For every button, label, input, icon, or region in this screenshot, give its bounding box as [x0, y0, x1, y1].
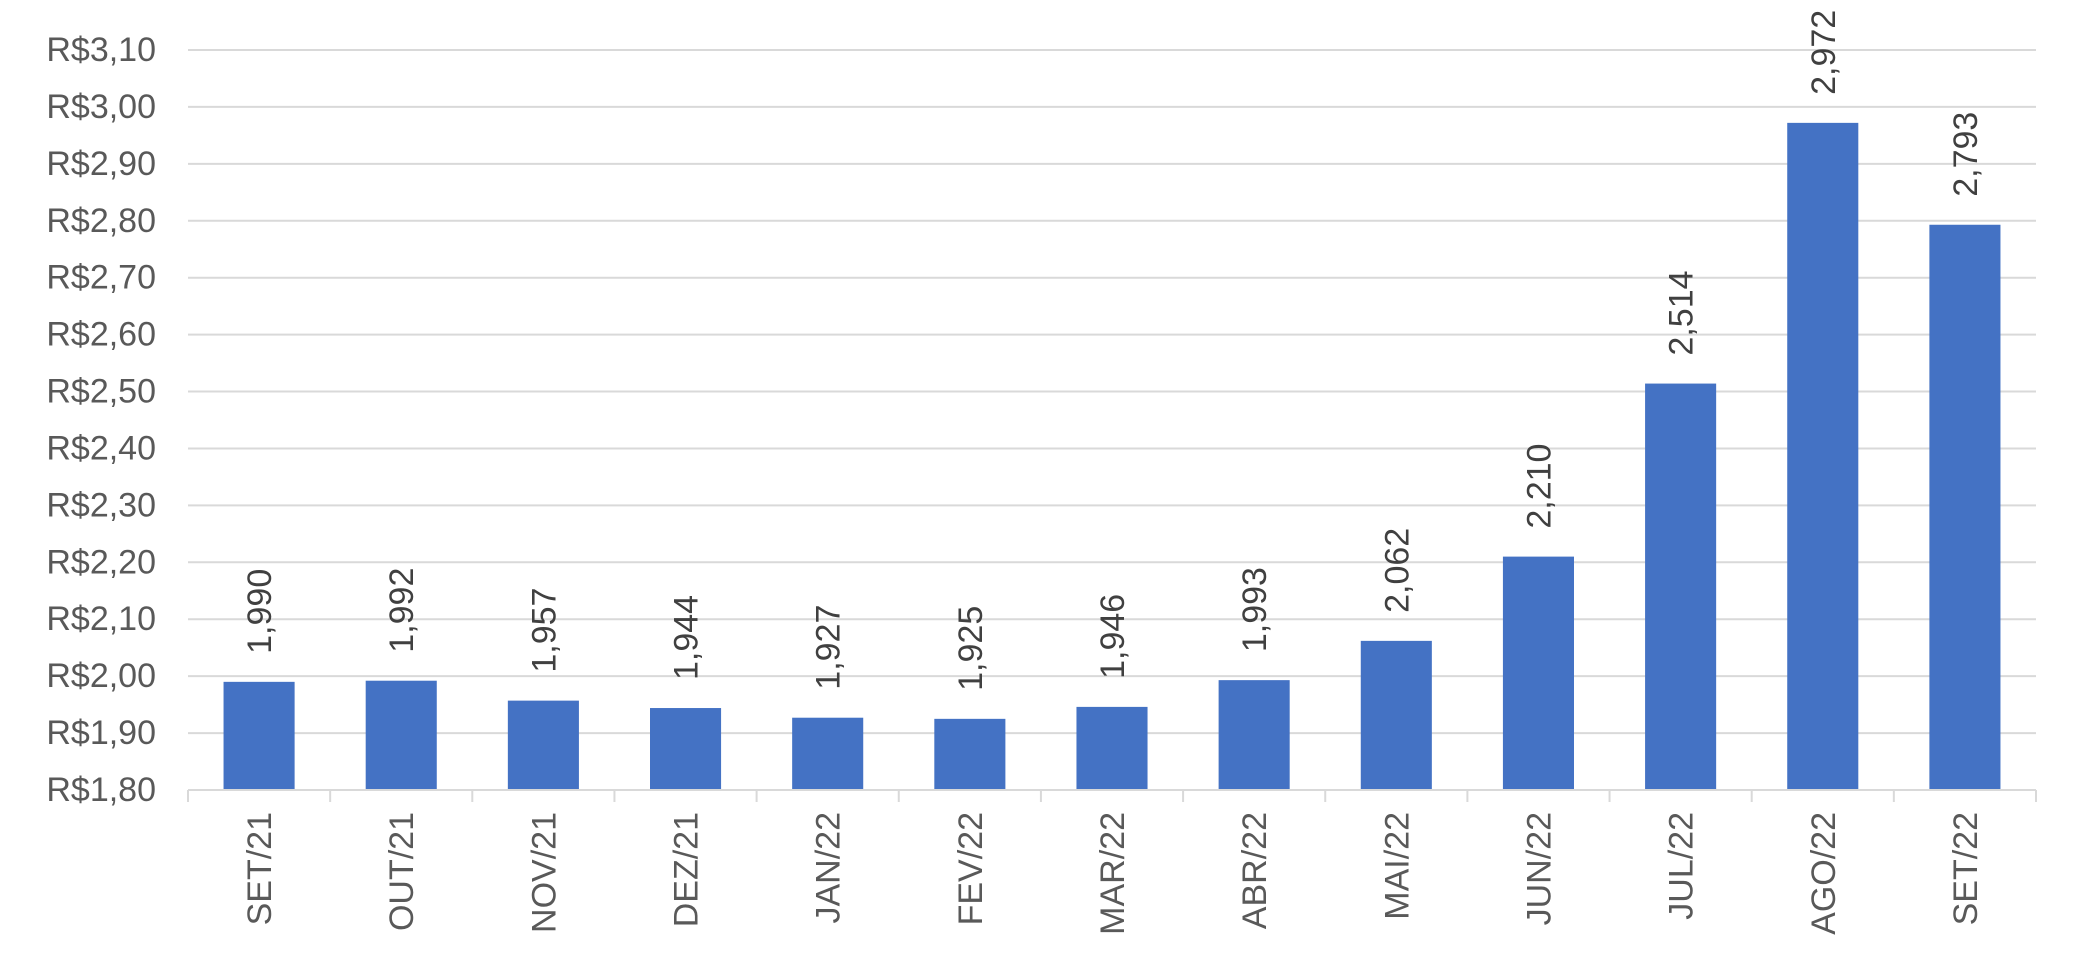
- x-tick-label: SET/21: [241, 812, 279, 925]
- x-tick-label: ABR/22: [1236, 812, 1274, 929]
- gridlines: [188, 49, 2036, 735]
- bar: [365, 680, 437, 790]
- y-tick-label: R$2,20: [46, 543, 156, 581]
- y-tick-label: R$2,70: [46, 259, 156, 297]
- data-label: 1,992: [383, 568, 421, 653]
- bar: [650, 708, 722, 790]
- data-label: 1,925: [952, 606, 990, 691]
- y-tick-label: R$3,10: [46, 31, 156, 69]
- bar: [792, 717, 864, 790]
- data-label: 1,944: [668, 595, 706, 680]
- x-tick-label: SET/22: [1947, 812, 1985, 925]
- x-axis: [187, 789, 2037, 802]
- bar: [1218, 680, 1290, 790]
- x-tick-label: DEZ/21: [668, 812, 706, 927]
- bar: [1787, 122, 1859, 790]
- data-label: 1,957: [525, 588, 563, 673]
- y-axis-ticks: R$1,80 R$1,90 R$2,00 R$2,10 R$2,20 R$2,30 R$2,…: [46, 31, 156, 809]
- x-tick-label: NOV/21: [525, 812, 563, 933]
- y-tick-label: R$2,10: [46, 600, 156, 638]
- x-tick-label: AGO/22: [1805, 812, 1843, 935]
- bars: [223, 122, 2001, 790]
- data-label: 1,946: [1094, 594, 1132, 679]
- data-label: 2,514: [1663, 270, 1701, 355]
- y-tick-label: R$1,90: [46, 714, 156, 752]
- x-tick-label: MAI/22: [1378, 812, 1416, 920]
- bar: [507, 700, 579, 790]
- bar: [1645, 383, 1717, 790]
- y-tick-label: R$2,50: [46, 373, 156, 411]
- data-label: 2,972: [1805, 10, 1843, 95]
- bar: [223, 681, 295, 790]
- bar: [1502, 556, 1574, 790]
- data-label: 1,993: [1236, 567, 1274, 652]
- x-tick-label: OUT/21: [383, 812, 421, 931]
- bar: [1360, 640, 1432, 790]
- data-label: 1,990: [241, 569, 279, 654]
- y-tick-label: R$2,60: [46, 316, 156, 354]
- y-tick-label: R$2,90: [46, 145, 156, 183]
- bar: [934, 718, 1006, 790]
- y-tick-label: R$2,30: [46, 486, 156, 524]
- x-axis-ticks: SET/21 OUT/21 NOV/21 DEZ/21 JAN/22 FEV/22 MAR/…: [241, 812, 1985, 935]
- data-label: 2,793: [1947, 112, 1985, 197]
- x-tick-label: JUL/22: [1663, 812, 1701, 920]
- x-tick-label: FEV/22: [952, 812, 990, 925]
- x-tick-label: JAN/22: [810, 812, 848, 924]
- data-label: 2,062: [1378, 528, 1416, 613]
- data-labels: 1,990 1,992 1,957 1,944 1,927 1,925 1,946 1,993…: [241, 10, 1985, 691]
- bar: [1929, 224, 2001, 790]
- bar: [1076, 706, 1148, 790]
- y-tick-label: R$2,40: [46, 429, 156, 467]
- data-label: 1,927: [810, 605, 848, 690]
- y-tick-label: R$1,80: [46, 771, 156, 809]
- y-tick-label: R$2,80: [46, 202, 156, 240]
- data-label: 2,210: [1520, 444, 1558, 529]
- x-tick-label: MAR/22: [1094, 812, 1132, 935]
- y-tick-label: R$2,00: [46, 657, 156, 695]
- x-tick-label: JUN/22: [1520, 812, 1558, 925]
- y-tick-label: R$3,00: [46, 88, 156, 126]
